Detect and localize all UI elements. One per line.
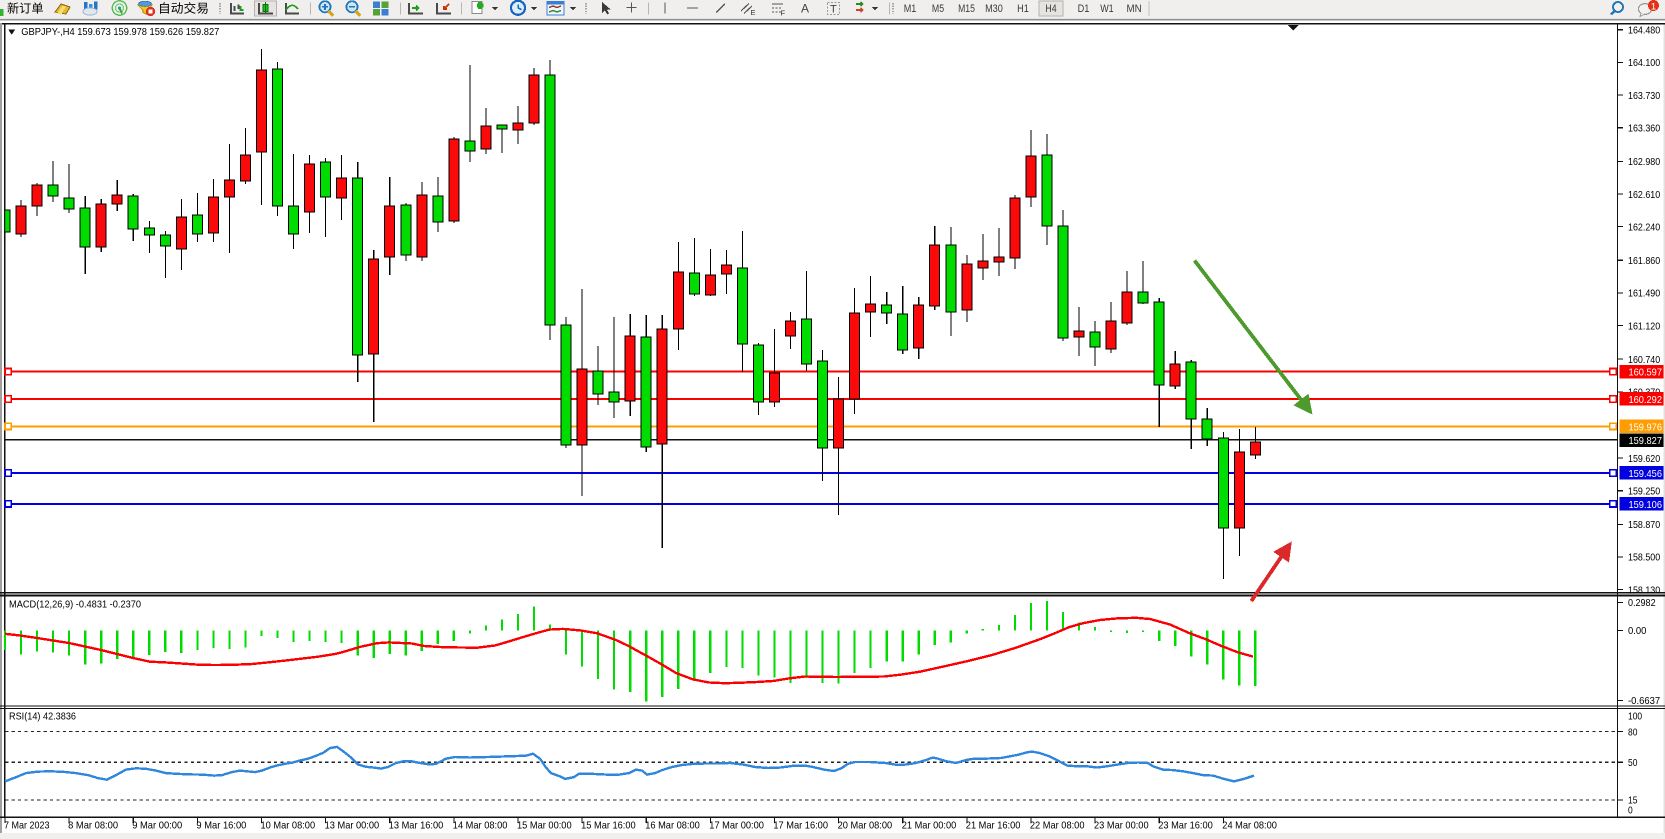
svg-text:164.100: 164.100 [1628,57,1660,69]
svg-text:159.976: 159.976 [1629,421,1663,433]
svg-text:13 Mar 00:00: 13 Mar 00:00 [325,819,380,831]
svg-text:E: E [751,8,756,17]
svg-text:9 Mar 00:00: 9 Mar 00:00 [132,819,182,831]
svg-text:160.740: 160.740 [1628,354,1660,366]
svg-text:MACD(12,26,9) -0.4831 -0.2370: MACD(12,26,9) -0.4831 -0.2370 [9,599,141,611]
svg-text:W1: W1 [1100,3,1114,15]
svg-text:21 Mar 00:00: 21 Mar 00:00 [902,819,957,831]
svg-text:MN: MN [1127,3,1142,15]
svg-text:D1: D1 [1078,3,1090,15]
svg-text:15: 15 [1628,795,1638,807]
svg-text:0.2982: 0.2982 [1628,597,1656,609]
svg-text:M1: M1 [904,3,917,15]
svg-text:0: 0 [1628,804,1633,816]
svg-text:159.827: 159.827 [1629,435,1663,447]
svg-text:158.870: 158.870 [1628,519,1660,531]
svg-text:9 Mar 16:00: 9 Mar 16:00 [196,819,246,831]
svg-text:0.00: 0.00 [1628,625,1647,637]
svg-text:80: 80 [1628,726,1638,738]
svg-text:160.292: 160.292 [1629,394,1663,406]
svg-text:162.980: 162.980 [1628,156,1660,168]
svg-text:23 Mar 16:00: 23 Mar 16:00 [1158,819,1213,831]
svg-text:161.120: 161.120 [1628,320,1660,332]
svg-text:159.250: 159.250 [1628,486,1660,498]
svg-text:21 Mar 16:00: 21 Mar 16:00 [966,819,1021,831]
svg-text:M15: M15 [958,3,975,15]
svg-text:7 Mar 2023: 7 Mar 2023 [4,819,50,831]
svg-text:23 Mar 00:00: 23 Mar 00:00 [1094,819,1149,831]
svg-text:15 Mar 16:00: 15 Mar 16:00 [581,819,636,831]
svg-text:GBPJPY-,H4 159.673 159.978 15: GBPJPY-,H4 159.673 159.978 159.626 159.8… [21,26,219,38]
svg-text:8 Mar 08:00: 8 Mar 08:00 [68,819,118,831]
svg-text:100: 100 [1628,711,1642,723]
svg-text:17 Mar 16:00: 17 Mar 16:00 [773,819,828,831]
svg-text:162.240: 162.240 [1628,221,1660,233]
svg-text:自动交易: 自动交易 [158,1,209,16]
svg-text:158.500: 158.500 [1628,552,1660,564]
svg-text:24 Mar 08:00: 24 Mar 08:00 [1222,819,1277,831]
svg-text:M5: M5 [932,3,944,15]
svg-text:16 Mar 08:00: 16 Mar 08:00 [645,819,700,831]
svg-text:17 Mar 00:00: 17 Mar 00:00 [709,819,764,831]
svg-text:22 Mar 08:00: 22 Mar 08:00 [1030,819,1085,831]
svg-text:-0.6637: -0.6637 [1628,695,1660,707]
svg-text:50: 50 [1628,757,1638,769]
svg-text:161.490: 161.490 [1628,288,1660,300]
svg-text:15 Mar 00:00: 15 Mar 00:00 [517,819,572,831]
svg-text:20 Mar 08:00: 20 Mar 08:00 [838,819,893,831]
svg-text:A: A [801,2,809,16]
svg-text:F: F [781,9,786,18]
svg-text:M30: M30 [985,3,1003,15]
svg-text:164.480: 164.480 [1628,25,1660,37]
svg-text:RSI(14) 42.3836: RSI(14) 42.3836 [9,711,76,723]
svg-text:10 Mar 08:00: 10 Mar 08:00 [261,819,316,831]
svg-text:H4: H4 [1045,3,1056,15]
svg-text:H1: H1 [1017,3,1029,15]
svg-text:T: T [830,4,837,16]
svg-text:新订单: 新订单 [7,1,44,16]
svg-text:160.597: 160.597 [1629,367,1663,379]
svg-text:13 Mar 16:00: 13 Mar 16:00 [389,819,444,831]
svg-text:162.610: 162.610 [1628,189,1660,201]
svg-text:14 Mar 08:00: 14 Mar 08:00 [453,819,508,831]
svg-text:159.106: 159.106 [1629,499,1663,511]
svg-text:159.456: 159.456 [1629,468,1663,480]
svg-text:1: 1 [1651,1,1656,12]
svg-text:159.620: 159.620 [1628,453,1660,465]
svg-text:163.360: 163.360 [1628,123,1660,135]
svg-text:158.130: 158.130 [1628,584,1660,596]
svg-text:163.730: 163.730 [1628,90,1660,102]
svg-text:161.860: 161.860 [1628,255,1660,267]
